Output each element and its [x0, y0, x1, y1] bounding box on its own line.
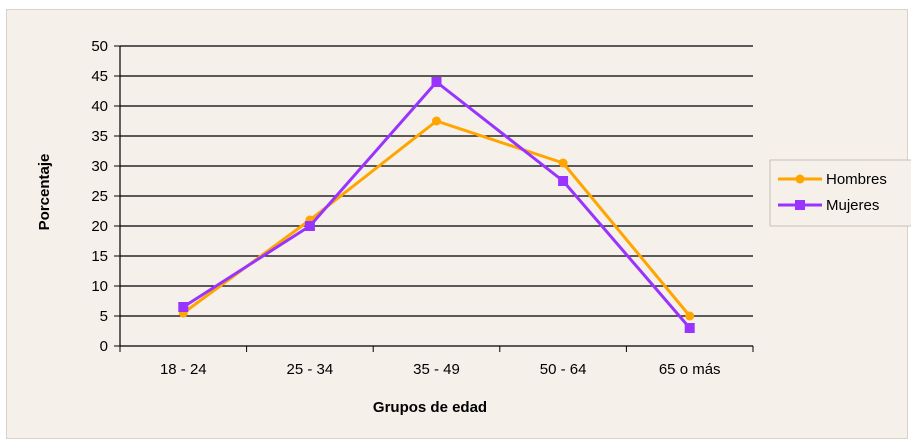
- axes: [114, 45, 754, 352]
- legend: Hombres Mujeres: [769, 159, 911, 227]
- legend-marker-mujeres: [795, 200, 805, 210]
- y-tick-label: 15: [91, 248, 108, 265]
- data-point-hombres: [685, 311, 695, 321]
- data-point-mujeres: [431, 77, 442, 87]
- legend-box: [769, 159, 911, 227]
- legend-label-mujeres: Mujeres: [826, 197, 879, 214]
- grid-lines: [120, 45, 753, 317]
- y-tick-labels: 0 5 10 15 20 25 30 35 40 45 50: [91, 38, 108, 355]
- legend-label-hombres: Hombres: [826, 171, 887, 188]
- legend-marker-hombres: [795, 174, 805, 184]
- y-tick-label: 50: [91, 38, 108, 55]
- x-tick-label: 50 - 64: [540, 361, 587, 378]
- y-tick-label: 30: [91, 158, 108, 175]
- series-line-hombres: [182, 119, 691, 317]
- x-tick-labels: 18 - 24 25 - 34 35 - 49 50 - 64 65 o más: [160, 361, 721, 378]
- y-tick-label: 20: [91, 218, 108, 235]
- y-tick-label: 25: [91, 188, 108, 205]
- y-axis-title: Porcentaje: [36, 154, 53, 231]
- x-tick-label: 25 - 34: [287, 361, 334, 378]
- y-tick-label: 0: [100, 338, 108, 355]
- data-point-mujeres: [304, 221, 315, 231]
- y-tick-label: 35: [91, 128, 108, 145]
- data-point-mujeres: [558, 176, 569, 186]
- chart-frame: [6, 9, 908, 439]
- y-tick-label: 40: [91, 98, 108, 115]
- x-tick-label: 35 - 49: [413, 361, 460, 378]
- data-point-hombres: [558, 158, 568, 168]
- y-tick-label: 45: [91, 68, 108, 85]
- x-axis-title: Grupos de edad: [373, 399, 487, 416]
- series-layer: [178, 77, 695, 333]
- data-point-mujeres: [178, 302, 189, 312]
- y-tick-label: 10: [91, 278, 108, 295]
- data-point-hombres: [432, 116, 441, 126]
- data-point-mujeres: [684, 323, 695, 333]
- x-tick-label: 18 - 24: [160, 361, 207, 378]
- y-tick-label: 5: [100, 308, 108, 325]
- x-tick-label: 65 o más: [659, 361, 721, 378]
